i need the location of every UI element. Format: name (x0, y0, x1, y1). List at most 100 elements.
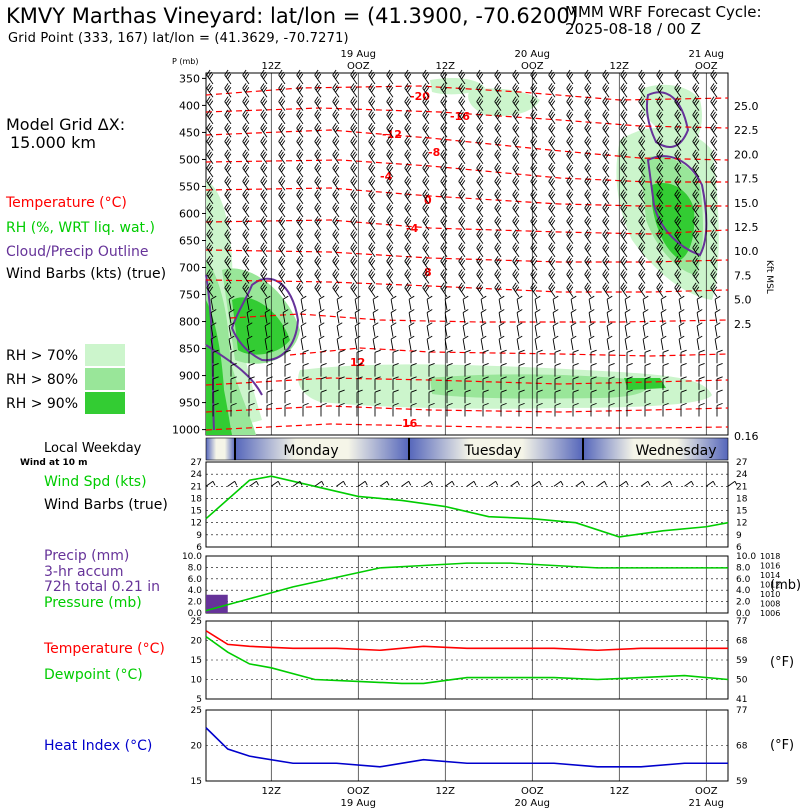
wind-barb-staff (350, 154, 358, 165)
wind-barb-flag (638, 242, 643, 249)
wind-barb-flag (494, 269, 499, 275)
surface-wind-barb-flag (604, 481, 607, 486)
wind-barb-flag (569, 220, 574, 226)
wind-barb-flag (351, 85, 356, 91)
pressure-ytick-6: 1018 (760, 552, 780, 561)
wind-barb-flag (623, 100, 628, 106)
wind-barb-flag (243, 231, 248, 237)
wind-barb-staff (386, 141, 394, 151)
wind-barb-flag (587, 233, 592, 239)
wind-barb-flag (479, 140, 484, 146)
wind-barb-flag (603, 218, 608, 224)
wind-barb-flag (623, 140, 628, 146)
wind-barb-flag (680, 402, 687, 406)
precip-ytick-2: 4.0 (188, 586, 203, 596)
wind-barb-flag (206, 255, 211, 262)
wind-barb-flag (692, 83, 697, 89)
wind-barb-staff (512, 234, 520, 244)
wind-barb-flag (533, 153, 538, 160)
wind-barb-staff (242, 141, 250, 151)
wind-barb-flag (536, 389, 543, 393)
wind-barb-staff (566, 194, 574, 204)
wind-barb-flag (224, 149, 229, 156)
wind-barb-flag (296, 136, 301, 142)
wind-barb-flag (314, 229, 319, 235)
wind-barb-flag (405, 257, 410, 264)
wind-barb-staff (350, 194, 358, 204)
pressure-tick-900: 900 (179, 370, 200, 383)
wind-barb-staff (224, 141, 232, 151)
wind-barb-staff (260, 260, 268, 271)
wind-barb-staff (210, 325, 214, 337)
wind-barb-flag (387, 71, 392, 78)
wind-barb-staff (314, 88, 322, 98)
wind-barb-staff (350, 74, 358, 85)
wind-barb-flag (584, 69, 589, 76)
wind-barb-flag (569, 286, 574, 293)
wind-barb-flag (245, 193, 250, 199)
wind-barb-flag (224, 229, 229, 235)
wind-barb-staff (674, 194, 682, 204)
wind-barb-flag (410, 389, 417, 393)
wind-barb-staff (656, 234, 664, 244)
wind-barb-flag (677, 286, 682, 293)
wind-barb-flag (317, 73, 322, 80)
wind-barb-flag (641, 220, 646, 226)
wind-barb-flag (353, 140, 358, 146)
wind-barb-flag (243, 151, 248, 158)
wind-barb-flag (350, 242, 355, 249)
wind-barb-staff (512, 127, 520, 138)
wind-barb-flag (296, 109, 301, 116)
wind-barb-flag (281, 180, 286, 186)
wind-barb-flag (245, 73, 250, 80)
wind-barb-staff (282, 299, 286, 311)
wind-barb-staff (656, 194, 664, 204)
wind-barb-flag (572, 363, 579, 367)
wind-barb-flag (498, 335, 505, 340)
wind-barb-flag (534, 309, 541, 313)
wind-barb-staff (602, 194, 610, 204)
wind-barb-flag (513, 231, 518, 237)
wind-barb-staff (314, 207, 322, 218)
wind-barb-flag (407, 113, 412, 120)
wind-barb-staff (260, 88, 268, 98)
surface-wind-barb-flag (364, 481, 368, 486)
wind-barb-flag (587, 273, 592, 279)
wind-barb-staff (552, 299, 556, 311)
wind-barb-flag (533, 100, 538, 106)
wind-barb-staff (462, 312, 466, 324)
wind-barb-staff (206, 247, 214, 258)
wind-barb-flag (368, 176, 373, 182)
wind-barb-staff (296, 141, 304, 151)
temp-ytick-4: 25 (191, 617, 202, 627)
wind-barb-staff (530, 221, 538, 231)
wind-barb-flag (333, 271, 338, 277)
wind-barb-staff (548, 260, 556, 271)
wind-barb-flag (641, 286, 646, 293)
wind-barb-staff (462, 299, 466, 311)
wind-barb-flag (243, 85, 248, 91)
wind-barb-staff (246, 325, 250, 337)
wind-barb-flag (533, 273, 538, 279)
wind-barb-flag (513, 204, 518, 211)
wind-barb-flag (425, 233, 430, 239)
wind-barb-staff (228, 339, 232, 351)
wind-barb-staff (692, 154, 700, 165)
wind-barb-staff (368, 88, 376, 98)
wind-barb-flag (623, 193, 628, 199)
wind-barb-flag (279, 204, 284, 211)
wind-barb-flag (656, 282, 661, 289)
wind-barb-flag (245, 140, 250, 146)
wind-barb-flag (641, 100, 646, 106)
wind-barb-flag (336, 295, 343, 300)
wind-barb-flag (206, 229, 211, 235)
wind-barb-flag (392, 349, 399, 353)
wind-barb-flag (548, 109, 553, 116)
wind-barb-staff (548, 221, 556, 231)
wind-barb-flag (371, 259, 376, 266)
wind-barb-flag (620, 269, 625, 275)
wind-barb-flag (477, 191, 482, 197)
wind-barb-flag (260, 109, 265, 116)
wind-barb-flag (585, 71, 590, 78)
